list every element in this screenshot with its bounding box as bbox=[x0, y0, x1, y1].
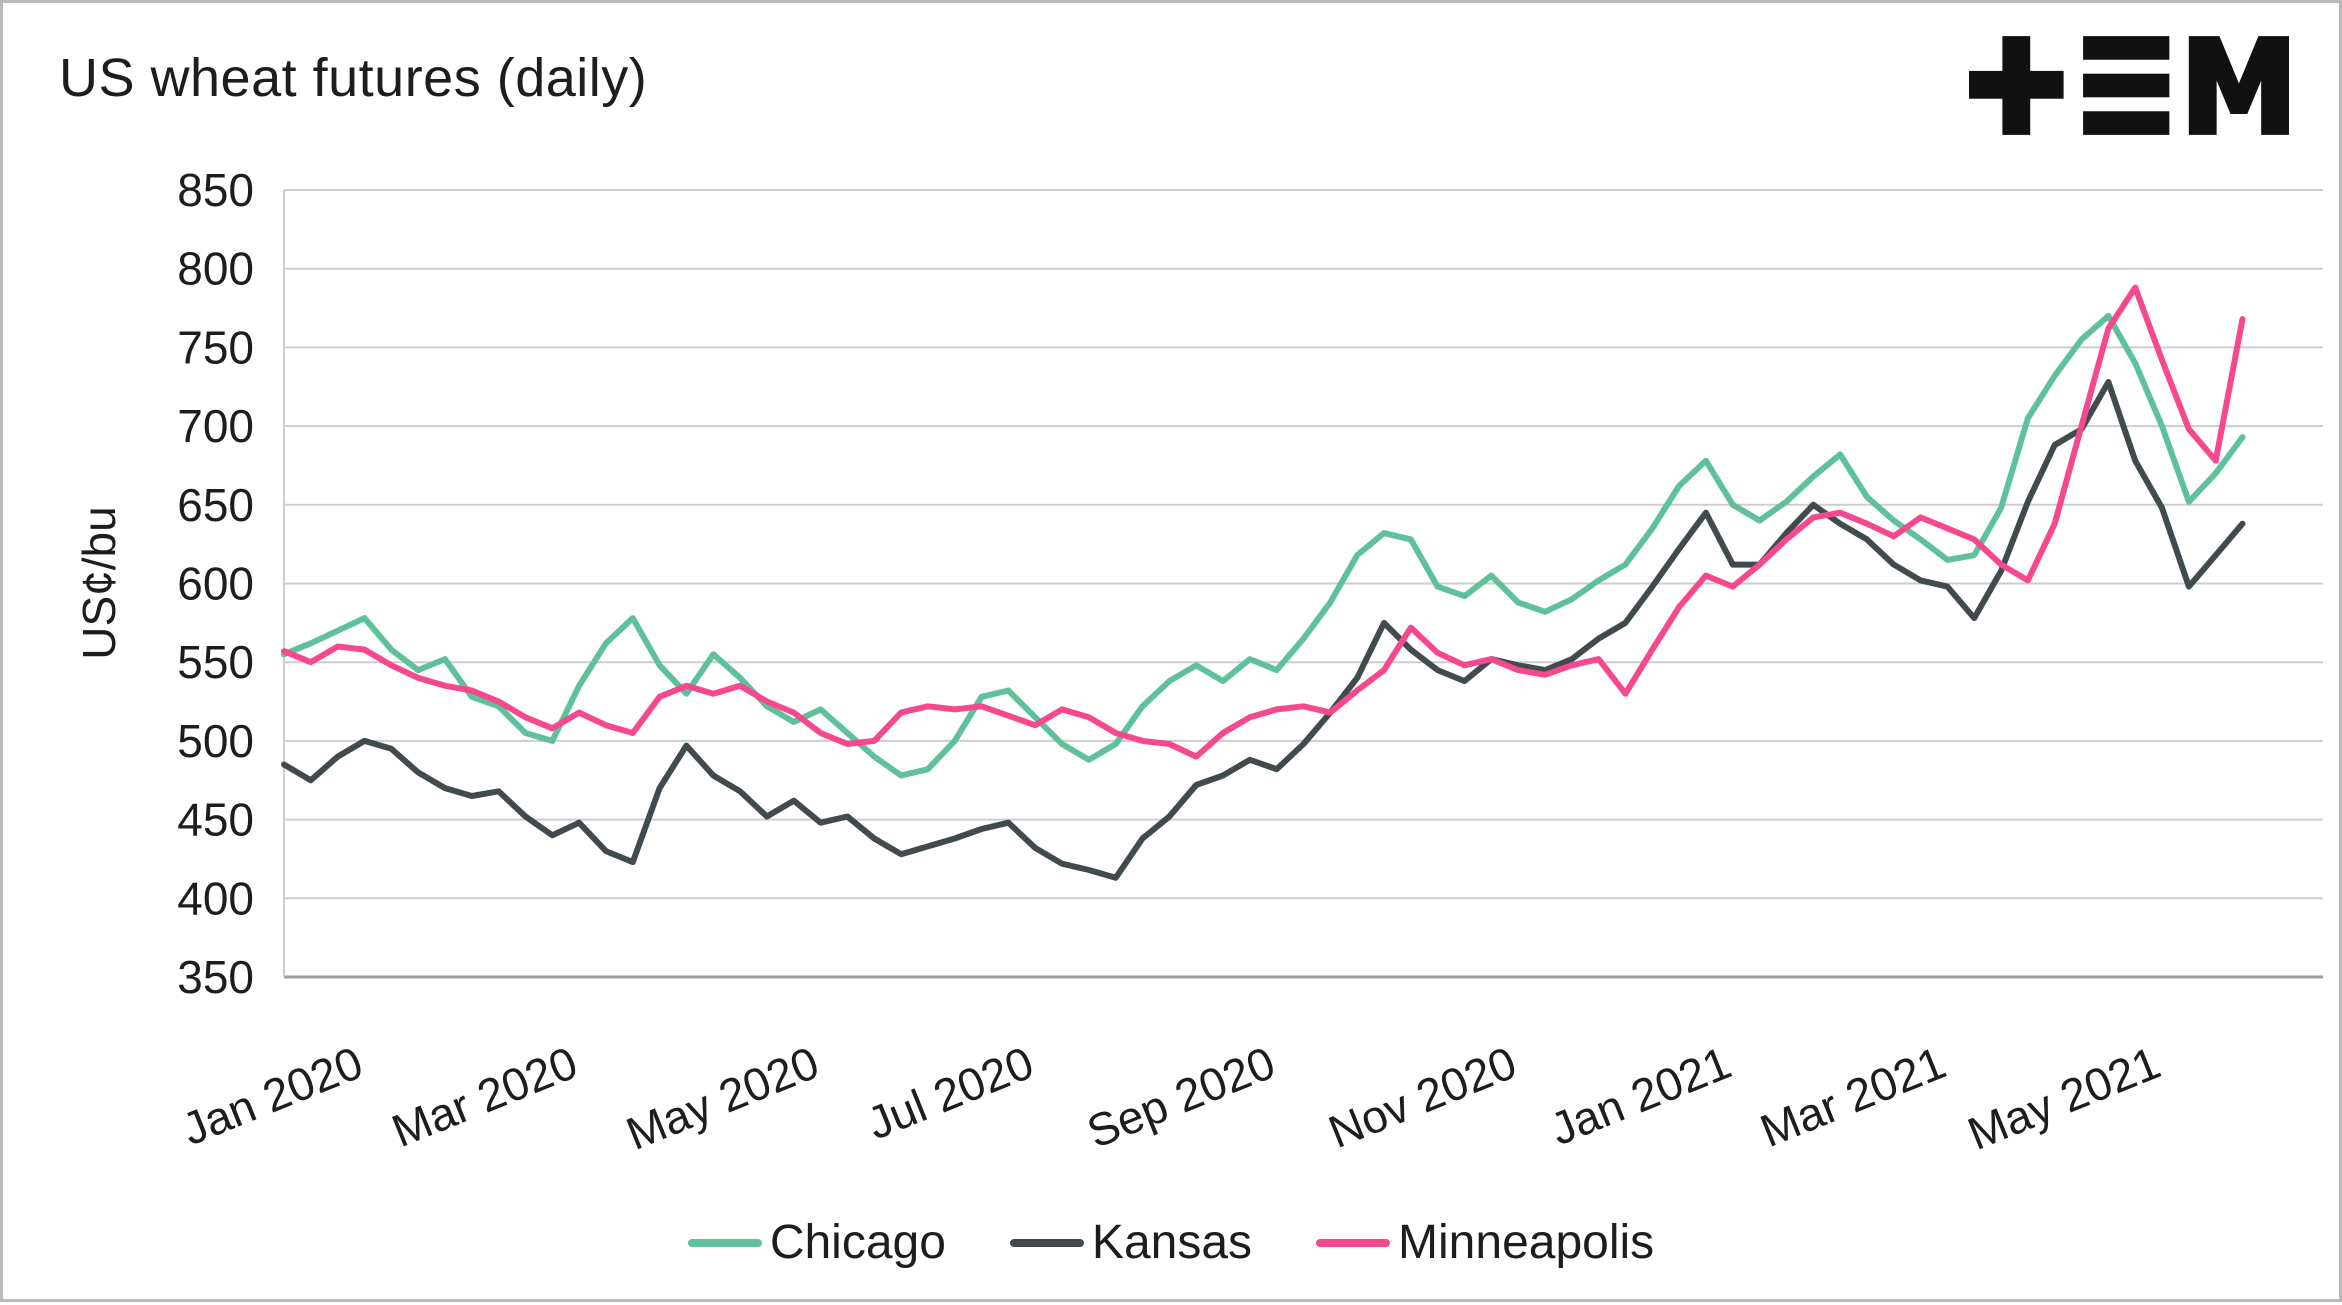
series-line-chicago bbox=[281, 312, 2246, 779]
series-line-kansas bbox=[281, 379, 2246, 881]
y-tick-label-750: 750 bbox=[177, 321, 254, 373]
x-tick-label-jul-2020: Jul 2020 bbox=[860, 1036, 1041, 1149]
legend-item-kansas: Kansas bbox=[1009, 1215, 1253, 1270]
y-tick-label-850: 850 bbox=[177, 164, 254, 216]
y-tick-label-450: 450 bbox=[177, 794, 254, 846]
legend-item-chicago: Chicago bbox=[687, 1215, 946, 1270]
y-tick-label-350: 350 bbox=[177, 951, 254, 1003]
x-tick-label-may-2020: May 2020 bbox=[619, 1036, 826, 1160]
x-tick-label-may-2021: May 2021 bbox=[1961, 1036, 2168, 1160]
series-line-minneapolis bbox=[281, 284, 2246, 760]
x-tick-label-jan-2020: Jan 2020 bbox=[175, 1036, 370, 1155]
legend-label-kansas: Kansas bbox=[1091, 1216, 1253, 1269]
chart-title: US wheat futures (daily) bbox=[59, 48, 648, 108]
logo-plus-horizontal bbox=[1969, 70, 2064, 99]
wheat-futures-line-chart: 350 400 450 500 550 600 650 700 750 800 850 Jan 202… bbox=[175, 164, 2323, 1160]
legend-label-chicago: Chicago bbox=[769, 1216, 946, 1269]
legend-swatch-minneapolis bbox=[1316, 1238, 1391, 1247]
x-tick-label-nov-2020: Nov 2020 bbox=[1321, 1036, 1523, 1158]
y-tick-label-550: 550 bbox=[177, 636, 254, 688]
x-tick-label-mar-2021: Mar 2021 bbox=[1753, 1036, 1953, 1157]
legend-swatch-chicago bbox=[687, 1238, 762, 1247]
y-tick-label-700: 700 bbox=[177, 400, 254, 452]
x-tick-label-jan-2021: Jan 2021 bbox=[1543, 1036, 1738, 1155]
logo-bar-middle bbox=[2083, 73, 2170, 98]
legend-swatch-kansas bbox=[1009, 1238, 1084, 1247]
y-tick-label-400: 400 bbox=[177, 872, 254, 924]
legend-label-minneapolis: Minneapolis bbox=[1398, 1216, 1655, 1269]
y-tick-label-500: 500 bbox=[177, 715, 254, 767]
y-tick-label-600: 600 bbox=[177, 558, 254, 610]
x-tick-label-mar-2020: Mar 2020 bbox=[385, 1036, 585, 1157]
logo-m bbox=[2188, 36, 2289, 135]
legend-item-minneapolis: Minneapolis bbox=[1316, 1215, 1654, 1270]
y-tick-label-800: 800 bbox=[177, 243, 254, 295]
logo-bar-bottom bbox=[2083, 111, 2170, 135]
y-tick-label-650: 650 bbox=[177, 479, 254, 531]
x-tick-label-sep-2020: Sep 2020 bbox=[1080, 1036, 1282, 1158]
legend: Chicago Kansas Minneapolis bbox=[3, 1215, 2339, 1270]
tem-brand-logo bbox=[1969, 36, 2289, 135]
logo-bar-top bbox=[2083, 36, 2170, 60]
